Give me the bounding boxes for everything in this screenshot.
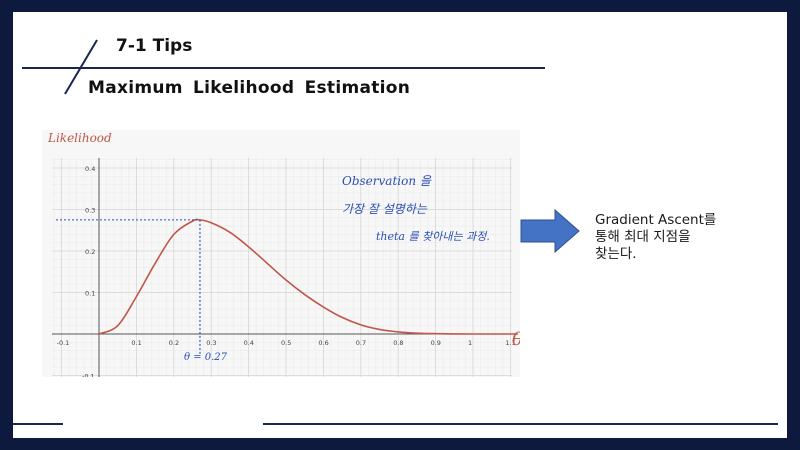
y-axis-label: Likelihood (47, 131, 112, 145)
annotation-line-2: 가장 잘 설명하는 (342, 202, 428, 216)
x-tick-label: 0.5 (281, 339, 291, 347)
x-tick-label: 0.1 (131, 339, 141, 347)
likelihood-chart: -0.1 0.1 0.2 0.3 0.4 0.5 0.6 0.7 0.8 0.9 1 1.1 0.4 0.… (47, 131, 523, 385)
y-tick-label: -0.1 (82, 373, 95, 378)
x-tick-label: -0.1 (57, 339, 70, 347)
x-tick-label: 1 (468, 339, 472, 347)
y-tick-label: 0.3 (85, 207, 95, 215)
right-arrow-icon (520, 208, 580, 254)
y-tick-label: 0.4 (85, 165, 95, 173)
y-tick-label: 0.1 (85, 290, 95, 298)
peak-guides (56, 219, 201, 355)
side-note-line-2: 통해 최대 지점을 (595, 229, 691, 245)
grid-major (52, 158, 512, 385)
x-axis-label: θ (512, 329, 520, 350)
likelihood-figure: -0.1 0.1 0.2 0.3 0.4 0.5 0.6 0.7 0.8 0.9 1 1.1 0.4 0.… (42, 130, 523, 385)
slash-accent (64, 39, 98, 95)
title-divider (22, 67, 545, 69)
x-tick-label: 0.3 (206, 339, 216, 347)
slide-title: 7-1 Tips (116, 36, 193, 56)
side-note: Gradient Ascent를 통해 최대 지점을 찾는다. (595, 212, 716, 263)
tick-labels: -0.1 0.1 0.2 0.3 0.4 0.5 0.6 0.7 0.8 0.9 1 1.1 0.4 0.… (57, 165, 516, 381)
slide: 7-1 Tips Maximum Likelihood Estimation -… (13, 12, 787, 438)
x-tick-label: 0.9 (431, 339, 441, 347)
x-tick-label: 0.6 (318, 339, 328, 347)
x-tick-label: 1.1 (505, 339, 515, 347)
slide-subtitle: Maximum Likelihood Estimation (88, 78, 411, 98)
side-note-line-1: Gradient Ascent를 (595, 212, 717, 228)
likelihood-curve (98, 218, 518, 335)
peak-label: θ = 0.27 (184, 352, 228, 363)
annotation-line-3: theta 를 찾아내는 과정. (376, 230, 490, 243)
x-tick-label: 0.2 (169, 339, 179, 347)
x-tick-label: 0.7 (356, 339, 366, 347)
x-tick-label: 0.8 (393, 339, 403, 347)
annotation-line-1: Observation 을 (342, 174, 432, 188)
y-tick-label: 0.2 (85, 248, 95, 256)
side-note-line-3: 찾는다. (595, 246, 637, 262)
footer-rule-right (263, 423, 778, 425)
footer-rule-left (13, 423, 63, 425)
x-tick-label: 0.4 (244, 339, 254, 347)
